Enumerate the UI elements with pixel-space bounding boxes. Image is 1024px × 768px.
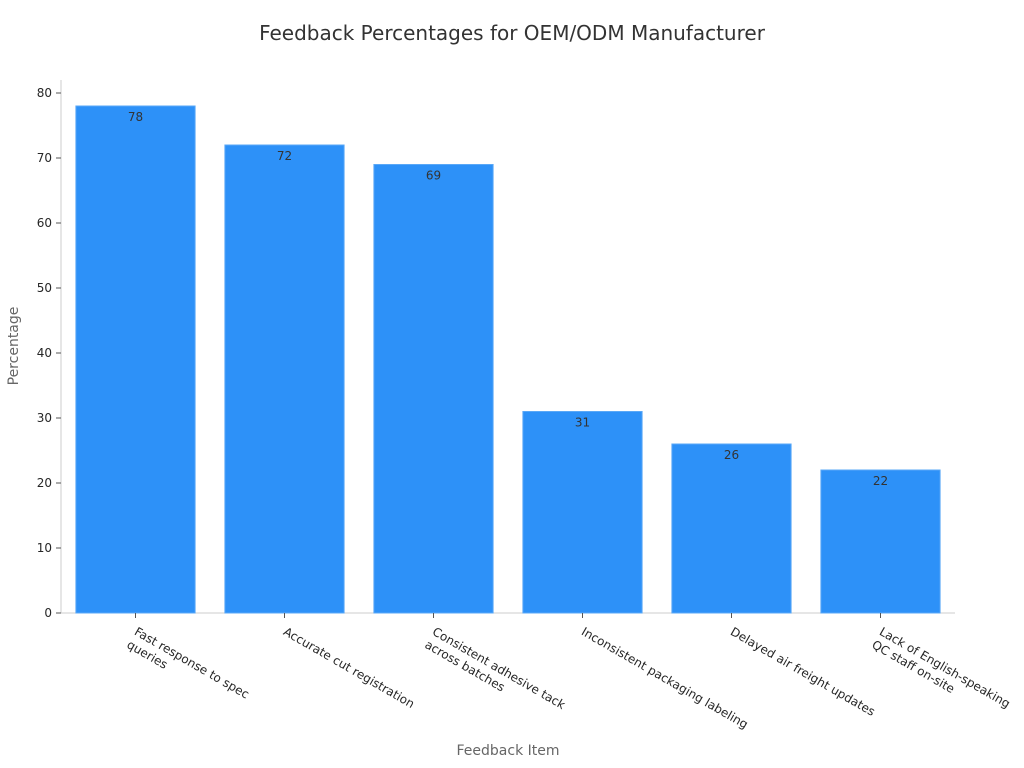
y-tick-label: 10: [37, 541, 52, 555]
data-label: 72: [277, 149, 292, 163]
x-tick-label: Inconsistent packaging labeling: [579, 624, 751, 731]
data-label: 22: [873, 474, 888, 488]
bar: [75, 105, 196, 614]
y-tick-label: 20: [37, 476, 52, 490]
y-tick-label: 70: [37, 151, 52, 165]
x-tick-label: Consistent adhesive tackacross batches: [423, 624, 568, 725]
x-axis-label: Feedback Item: [457, 743, 560, 759]
chart-title: Feedback Percentages for OEM/ODM Manufac…: [259, 21, 766, 45]
y-tick-label: 40: [37, 346, 52, 360]
bar: [224, 144, 345, 614]
data-label: 78: [128, 110, 143, 124]
y-tick-label: 50: [37, 281, 52, 295]
x-tick-label: Accurate cut registration: [281, 624, 417, 711]
x-tick-label: Lack of English-speakingQC staff on-site: [870, 624, 1013, 723]
bar: [373, 164, 494, 614]
x-tick-label: Fast response to specqueries: [125, 624, 252, 714]
bar: [820, 469, 941, 614]
bar: [671, 443, 792, 614]
y-tick-label: 30: [37, 411, 52, 425]
y-tick-label: 80: [37, 86, 52, 100]
bar: [522, 411, 643, 614]
data-label: 26: [724, 448, 739, 462]
x-tick-label: Delayed air freight updates: [728, 624, 878, 718]
y-tick-label: 0: [44, 606, 52, 620]
y-tick-label: 60: [37, 216, 52, 230]
y-axis-label: Percentage: [6, 307, 22, 386]
data-label: 31: [575, 416, 590, 430]
data-label: 69: [426, 169, 441, 183]
